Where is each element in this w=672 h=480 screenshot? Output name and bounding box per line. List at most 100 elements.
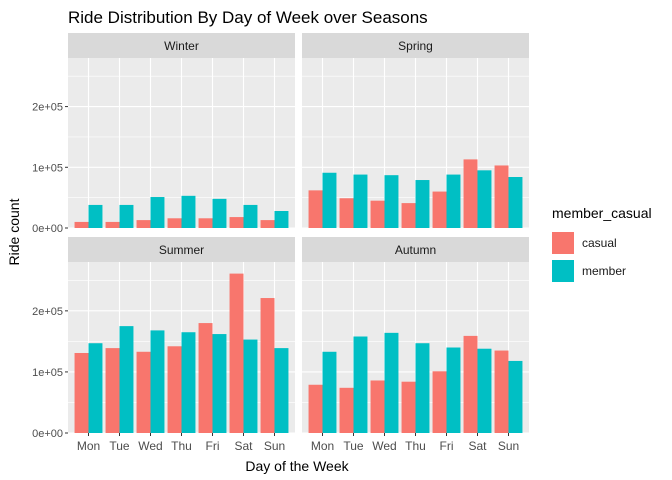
- bar-member-tue: [119, 204, 134, 228]
- facet-strip: [68, 237, 295, 262]
- bar-member-tue: [353, 336, 368, 433]
- x-tick-label: Tue: [109, 439, 130, 453]
- bar-casual-tue: [339, 198, 354, 228]
- x-tick-label: Sun: [498, 439, 519, 453]
- bar-casual-thu: [401, 203, 416, 228]
- bar-member-fri: [212, 334, 227, 433]
- facet-panel-autumn: Autumn: [302, 237, 529, 434]
- bar-casual-fri: [432, 371, 447, 433]
- bar-casual-tue: [105, 221, 120, 228]
- bar-member-thu: [181, 332, 196, 433]
- legend-swatch: [552, 232, 574, 254]
- bar-casual-tue: [105, 348, 120, 433]
- facet-strip: [302, 237, 529, 262]
- x-tick-label: Sat: [234, 439, 253, 453]
- bar-casual-thu: [401, 381, 416, 433]
- bar-member-fri: [212, 198, 227, 228]
- bar-member-sat: [243, 204, 258, 228]
- x-tick-label: Sun: [264, 439, 285, 453]
- bar-member-tue: [353, 174, 368, 228]
- y-tick-label: 2e+05: [32, 102, 63, 114]
- facet-strip-label: Winter: [164, 39, 199, 53]
- legend-item-casual: casual: [552, 232, 617, 254]
- x-tick-label: Mon: [311, 439, 334, 453]
- legend-label: casual: [582, 236, 617, 250]
- bar-member-wed: [150, 197, 165, 228]
- bar-member-mon: [322, 172, 337, 228]
- bar-casual-sat: [229, 273, 244, 433]
- y-axis-title: Ride count: [6, 198, 22, 265]
- y-tick-label: 2e+05: [32, 306, 63, 318]
- facet-panels: Winter Spring Summer Autumn: [68, 33, 529, 434]
- facet-panel-summer: Summer: [68, 237, 295, 434]
- legend-item-member: member: [552, 260, 626, 282]
- bar-casual-sat: [229, 217, 244, 228]
- bar-casual-wed: [370, 380, 385, 433]
- x-tick-label: Wed: [372, 439, 396, 453]
- bar-member-sun: [274, 211, 289, 228]
- legend: member_casual casual member: [552, 205, 652, 282]
- facet-strip-label: Summer: [159, 243, 204, 257]
- chart-title: Ride Distribution By Day of Week over Se…: [68, 8, 428, 27]
- x-tick-label: Thu: [171, 439, 192, 453]
- facet-strip-label: Autumn: [395, 243, 436, 257]
- x-tick-label: Fri: [206, 439, 220, 453]
- bar-member-mon: [88, 204, 103, 228]
- bar-member-thu: [415, 180, 430, 228]
- bar-casual-sun: [494, 350, 509, 433]
- facet-panel-winter: Winter: [68, 33, 295, 229]
- bar-member-mon: [322, 351, 337, 433]
- legend-label: member: [582, 264, 626, 278]
- bar-casual-wed: [136, 351, 151, 433]
- x-tick-label: Mon: [77, 439, 100, 453]
- bar-member-sat: [477, 348, 492, 433]
- x-tick-label: Tue: [343, 439, 364, 453]
- bar-casual-fri: [198, 323, 213, 433]
- legend-title: member_casual: [552, 205, 652, 221]
- y-tick-label: 1e+05: [32, 367, 63, 379]
- bar-member-tue: [119, 326, 134, 433]
- bar-member-wed: [384, 175, 399, 228]
- bar-casual-tue: [339, 387, 354, 433]
- bar-member-thu: [415, 343, 430, 433]
- bar-member-sun: [508, 177, 523, 228]
- bar-casual-mon: [74, 221, 89, 228]
- bar-casual-sun: [260, 298, 275, 433]
- bar-member-sat: [477, 170, 492, 228]
- bar-casual-sat: [463, 159, 478, 228]
- bar-member-thu: [181, 195, 196, 228]
- bar-member-wed: [150, 330, 165, 433]
- bar-casual-mon: [308, 384, 323, 433]
- x-tick-label: Sat: [468, 439, 487, 453]
- facet-strip: [302, 33, 529, 58]
- bar-casual-thu: [167, 346, 182, 433]
- bar-casual-mon: [74, 352, 89, 433]
- legend-swatch: [552, 260, 574, 282]
- bar-casual-sun: [260, 220, 275, 228]
- facet-panel-spring: Spring: [302, 33, 529, 229]
- bar-casual-wed: [370, 200, 385, 228]
- axes: 0e+00 1e+05 2e+05 0e+00 1e+05 2e+05 Mon Tue Wed T…: [32, 102, 519, 453]
- bar-member-mon: [88, 343, 103, 433]
- x-tick-label: Thu: [405, 439, 426, 453]
- bar-member-fri: [446, 347, 461, 433]
- y-tick-label: 1e+05: [32, 162, 63, 174]
- y-tick-label: 0e+00: [32, 223, 63, 235]
- bar-casual-wed: [136, 220, 151, 228]
- bar-member-sat: [243, 339, 258, 433]
- bar-casual-fri: [432, 191, 447, 228]
- bar-member-wed: [384, 332, 399, 433]
- bar-casual-sat: [463, 335, 478, 433]
- y-tick-label: 0e+00: [32, 428, 63, 440]
- bar-member-fri: [446, 174, 461, 228]
- x-axis-title: Day of the Week: [245, 458, 349, 474]
- facet-strip: [68, 33, 295, 58]
- x-tick-label: Fri: [440, 439, 454, 453]
- bar-casual-mon: [308, 190, 323, 228]
- bar-casual-fri: [198, 218, 213, 228]
- bar-casual-thu: [167, 218, 182, 228]
- bar-member-sun: [274, 348, 289, 433]
- bar-casual-sun: [494, 165, 509, 228]
- facet-strip-label: Spring: [398, 39, 433, 53]
